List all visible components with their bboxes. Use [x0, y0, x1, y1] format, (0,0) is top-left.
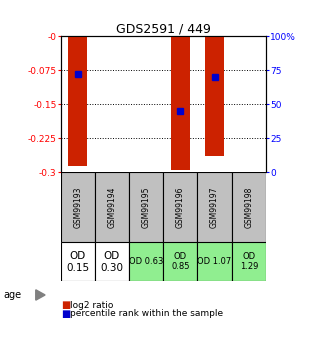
Bar: [232, 172, 266, 242]
Polygon shape: [36, 290, 45, 300]
Text: OD
0.15: OD 0.15: [66, 251, 89, 273]
Text: OD 1.07: OD 1.07: [197, 257, 232, 266]
Text: OD
1.29: OD 1.29: [239, 252, 258, 272]
Text: GSM99195: GSM99195: [142, 187, 151, 228]
Bar: [197, 172, 232, 242]
Bar: [163, 242, 197, 281]
Text: OD
0.30: OD 0.30: [100, 251, 123, 273]
Text: GSM99198: GSM99198: [244, 187, 253, 228]
Bar: [197, 242, 232, 281]
Bar: [171, 36, 190, 170]
Text: OD 0.63: OD 0.63: [129, 257, 163, 266]
Text: age: age: [3, 290, 21, 300]
Bar: [61, 172, 95, 242]
Bar: [129, 172, 163, 242]
Text: percentile rank within the sample: percentile rank within the sample: [70, 309, 223, 318]
Text: GSM99194: GSM99194: [108, 187, 116, 228]
Bar: [61, 242, 95, 281]
Text: GSM99196: GSM99196: [176, 187, 185, 228]
Text: GSM99193: GSM99193: [73, 187, 82, 228]
Bar: [163, 172, 197, 242]
Text: ■: ■: [61, 300, 70, 310]
Text: GSM99197: GSM99197: [210, 187, 219, 228]
Bar: [95, 242, 129, 281]
Bar: [232, 242, 266, 281]
Text: OD
0.85: OD 0.85: [171, 252, 190, 272]
Bar: [129, 242, 163, 281]
Bar: [95, 172, 129, 242]
Title: GDS2591 / 449: GDS2591 / 449: [116, 22, 211, 35]
Text: log2 ratio: log2 ratio: [70, 301, 113, 310]
Text: ■: ■: [61, 309, 70, 319]
Bar: [68, 36, 87, 166]
Bar: [205, 36, 224, 156]
